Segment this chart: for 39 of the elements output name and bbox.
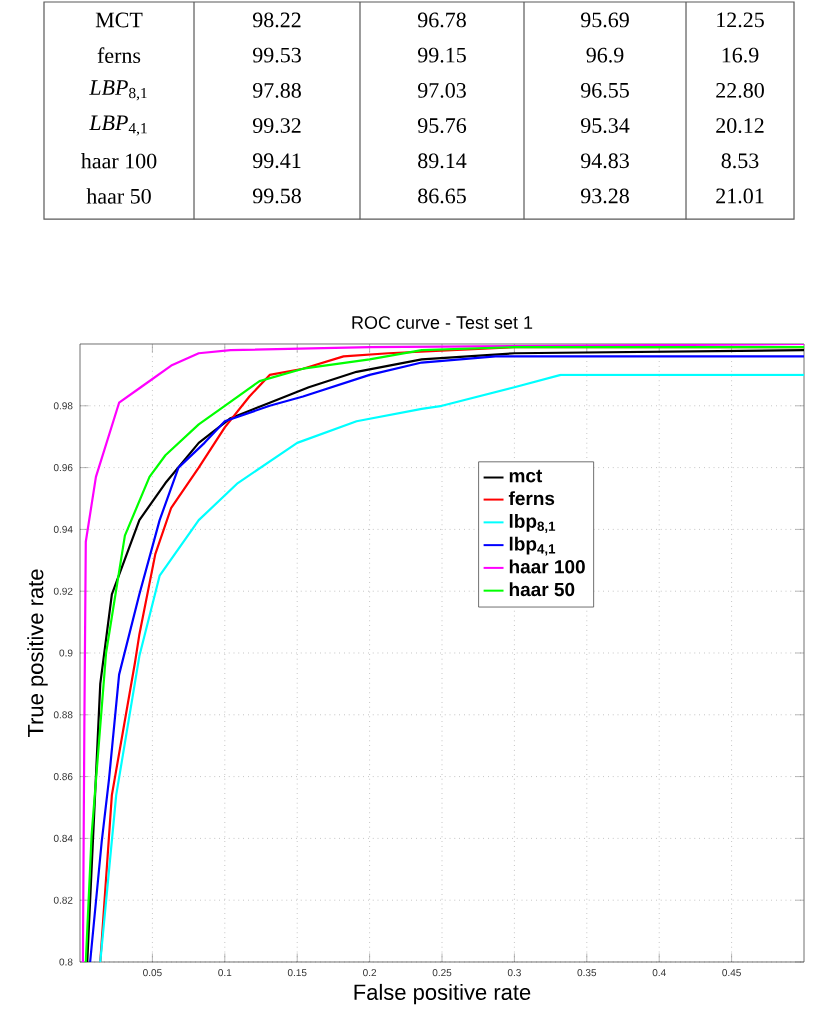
text: 97.03	[417, 82, 466, 98]
legend-label: mct	[509, 469, 543, 483]
text: haar 100	[81, 153, 157, 169]
text: 99.15	[417, 47, 466, 63]
legend-label: haar 100	[509, 559, 585, 574]
legend-label: lbp$_{4,1}$	[509, 536, 556, 556]
chart-title: ROC curve - Test set 1	[352, 316, 533, 329]
x-axis-title: False positive rate	[354, 983, 531, 1005]
text: ferns	[97, 47, 141, 64]
text: 97.88	[252, 82, 301, 98]
text: 89.14	[418, 153, 467, 169]
text: 95.76	[417, 118, 467, 134]
text: LBP$_{4,1}$	[89, 115, 147, 136]
text: 96.55	[580, 82, 629, 98]
text: 22.80	[716, 82, 764, 98]
legend-label: ferns	[508, 491, 555, 506]
text: 20.12	[716, 118, 764, 134]
text: 98.22	[252, 12, 301, 28]
text: 99.58	[252, 188, 301, 204]
text: 94.83	[580, 153, 629, 169]
text: 99.41	[252, 153, 301, 169]
legend-label: lbp$_{8,1}$	[509, 513, 556, 533]
text: 8.53	[721, 153, 759, 169]
text: 95.69	[580, 12, 629, 28]
text: haar 50	[86, 188, 151, 204]
text: 93.28	[580, 188, 629, 204]
text: 12.25	[717, 12, 764, 28]
text: 99.32	[252, 118, 301, 134]
text: 21.01	[716, 188, 764, 204]
legend-label: haar 50	[509, 582, 575, 597]
text: MCT	[95, 12, 143, 28]
text: 96.78	[417, 12, 466, 28]
text: LBP$_{8,1}$	[89, 80, 147, 101]
y-axis-title: True positive rate	[27, 569, 48, 738]
text: 95.34	[580, 118, 630, 134]
text: 99.53	[252, 47, 301, 63]
text: 96.9	[586, 47, 624, 63]
text: 16.9	[722, 47, 759, 63]
text: 86.65	[418, 188, 466, 204]
